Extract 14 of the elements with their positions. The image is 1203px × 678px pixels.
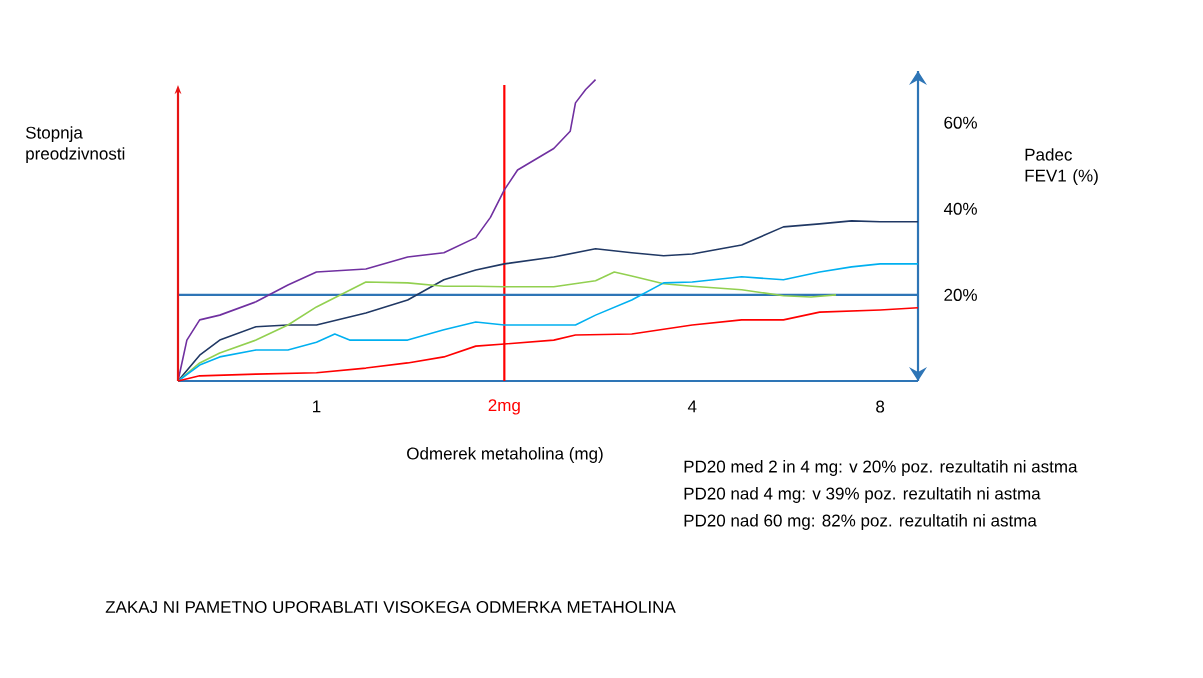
y-tick-label: 60% [944,116,977,129]
x-tick-label: 8 [876,400,885,413]
text: PD20 nad 4 mg: v 39% poz. rezultatih ni astma [684,487,1041,503]
text: Stopnja preodzivnosti [25,126,125,164]
ref-line-label: 2mg [488,399,520,415]
x-tick-label: 1 [313,400,321,413]
x-axis-title: Odmerek metaholina (mg) [407,447,603,463]
text: PD20 med 2 in 4 mg: v 20% poz. rezultatih ni astma [684,460,1078,476]
text: Padec FEV1 (%) [1025,148,1098,186]
y-tick-label: 20% [944,288,977,301]
text: ZAKAJ NI PAMETNO UPORABLATI VISOKEGA ODMERKA METAHOLINA [105,600,676,614]
x-tick-label: 4 [687,400,697,413]
y-tick-label: 40% [943,202,977,215]
text: PD20 nad 60 mg: 82% poz. rezultatih ni astma [684,514,1037,530]
